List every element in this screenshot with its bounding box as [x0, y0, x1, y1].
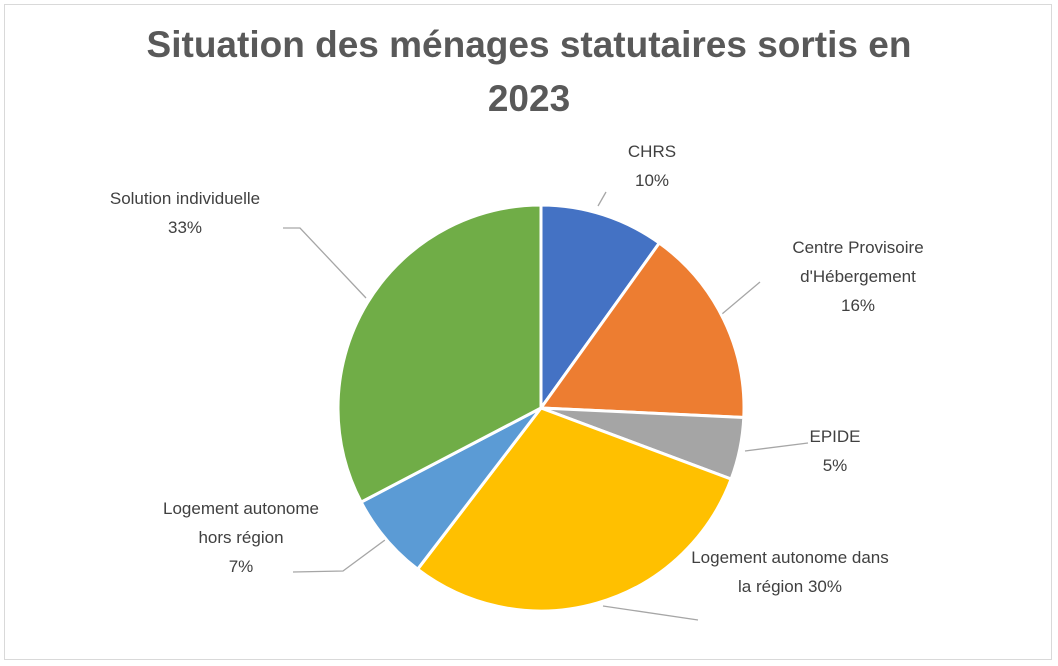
chart-border: [4, 4, 1052, 660]
leader-line: [292, 539, 386, 573]
category-label: Logement autonome hors région: [163, 499, 319, 547]
data-label: Logement autonome hors région 7%: [146, 494, 336, 581]
data-label: Logement autonome dans la région 30%: [690, 543, 890, 601]
leader-lines: [283, 191, 809, 621]
value-label: 5%: [822, 456, 848, 475]
leader-line: [602, 605, 699, 621]
category-label: Centre Provisoire d'Hébergement: [792, 238, 924, 286]
value-label: 16%: [840, 296, 876, 315]
data-label: Centre Provisoire d'Hébergement 16%: [748, 233, 968, 320]
category-label: EPIDE: [809, 427, 861, 446]
leader-line: [283, 227, 367, 299]
data-label: Solution individuelle 33%: [80, 184, 290, 242]
leader-line: [721, 281, 761, 315]
pie-slice: [538, 240, 746, 420]
category-label: CHRS: [627, 142, 677, 161]
leader-line: [597, 191, 607, 207]
value-label: 7%: [228, 557, 254, 576]
chart-title: Situation des ménages statutaires sortis…: [146, 24, 912, 119]
value-label: 33%: [167, 218, 203, 237]
data-label: EPIDE 5%: [790, 422, 880, 480]
value-label: 30%: [807, 577, 842, 596]
pie-slice: [336, 203, 543, 505]
data-label: CHRS 10%: [602, 137, 702, 195]
category-label: Logement autonome dans la région: [691, 548, 889, 596]
value-label: 10%: [634, 171, 670, 190]
category-label: Solution individuelle: [109, 189, 261, 208]
pie-slice: [415, 406, 734, 613]
pie-slice: [539, 203, 662, 413]
leader-line: [744, 442, 809, 452]
